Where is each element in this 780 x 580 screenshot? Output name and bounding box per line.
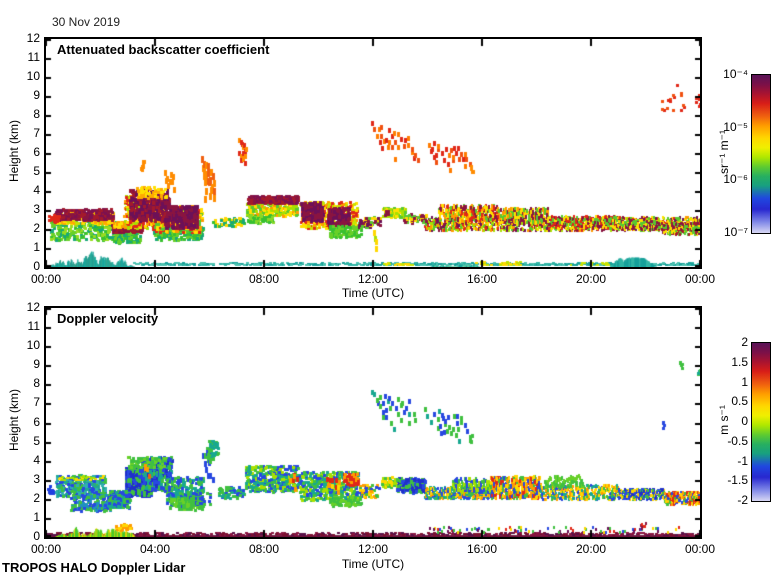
y-tick-label: 10 <box>26 338 40 353</box>
x-tick-label: 16:00 <box>466 542 498 556</box>
y-tick-label: 9 <box>33 88 40 102</box>
colorbar-tick-label: -1 <box>737 453 748 468</box>
time-axis-label-bottom: Time (UTC) <box>341 557 405 571</box>
x-tick-label: 20:00 <box>575 542 607 556</box>
backscatter-heatmap <box>46 39 700 267</box>
y-tick-label: 11 <box>27 50 40 64</box>
time-axis-label-top: Time (UTC) <box>341 286 405 300</box>
y-tick-label: 2 <box>33 221 40 235</box>
x-tick-label: 00:00 <box>684 272 716 286</box>
colorbar-tick-label: 10⁻⁴ <box>723 67 748 81</box>
colorbar-tick-label: 10⁻⁷ <box>723 225 748 239</box>
y-tick-label: 6 <box>33 414 40 429</box>
y-tick-label: 12 <box>26 300 40 314</box>
x-tick-label: 00:00 <box>30 272 62 286</box>
y-tick-label: 3 <box>33 471 40 486</box>
y-tick-label: 7 <box>33 126 40 140</box>
velocity-colorbar <box>752 343 770 501</box>
backscatter-colorbar-frame <box>751 74 771 234</box>
y-tick-label: 0 <box>33 259 40 273</box>
x-tick-label: 12:00 <box>357 272 389 286</box>
y-tick-label: 5 <box>33 164 40 178</box>
velocity-colorbar-frame <box>751 342 771 502</box>
velocity-panel-frame <box>44 306 702 539</box>
date-label: 30 Nov 2019 <box>52 15 121 29</box>
x-tick-label: 00:00 <box>30 542 62 556</box>
y-tick-label: 7 <box>33 395 40 410</box>
y-tick-label: 9 <box>33 357 40 372</box>
y-tick-label: 11 <box>27 319 40 334</box>
y-tick-label: 0 <box>33 529 40 543</box>
y-tick-label: 2 <box>33 490 40 505</box>
instrument-label: TROPOS HALO Doppler Lidar <box>2 560 186 575</box>
y-tick-label: 8 <box>33 376 40 391</box>
x-tick-label: 04:00 <box>139 542 171 556</box>
x-tick-label: 08:00 <box>248 272 280 286</box>
y-tick-label: 8 <box>33 107 40 121</box>
colorbar-tick-label: 0.5 <box>731 394 748 409</box>
backscatter-colorbar <box>752 75 770 233</box>
colorbar-tick-label: 10⁻⁵ <box>723 119 748 134</box>
velocity-heatmap <box>46 308 700 537</box>
x-tick-label: 00:00 <box>684 542 716 556</box>
backscatter-title: Attenuated backscatter coefficient <box>57 42 270 57</box>
y-tick-label: 3 <box>33 202 40 216</box>
y-tick-label: 6 <box>33 145 40 159</box>
colorbar-tick-label: 2 <box>741 335 748 349</box>
colorbar-tick-label: -2 <box>737 493 748 507</box>
y-tick-label: 1 <box>33 509 40 524</box>
x-tick-label: 20:00 <box>575 272 607 286</box>
x-tick-label: 04:00 <box>139 272 171 286</box>
colorbar-tick-label: 10⁻⁶ <box>723 172 748 187</box>
colorbar-tick-label: 1 <box>741 374 748 389</box>
y-tick-label: 12 <box>26 31 40 45</box>
x-tick-label: 12:00 <box>357 542 389 556</box>
x-tick-label: 16:00 <box>466 272 498 286</box>
y-tick-label: 5 <box>33 433 40 448</box>
colorbar-tick-label: 1.5 <box>731 354 748 369</box>
colorbar-tick-label: -0.5 <box>727 433 748 448</box>
y-tick-label: 4 <box>33 183 40 197</box>
y-tick-label: 1 <box>33 240 40 254</box>
x-tick-label: 08:00 <box>248 542 280 556</box>
velocity-title: Doppler velocity <box>57 311 159 326</box>
backscatter-panel-frame <box>44 37 702 269</box>
colorbar-tick-label: -1.5 <box>727 473 748 488</box>
backscatter-colorbar-label: sr⁻¹ m⁻¹ <box>717 130 731 174</box>
y-tick-label: 4 <box>33 452 40 467</box>
colorbar-tick-label: 0 <box>741 414 748 428</box>
y-tick-label: 10 <box>26 69 40 83</box>
